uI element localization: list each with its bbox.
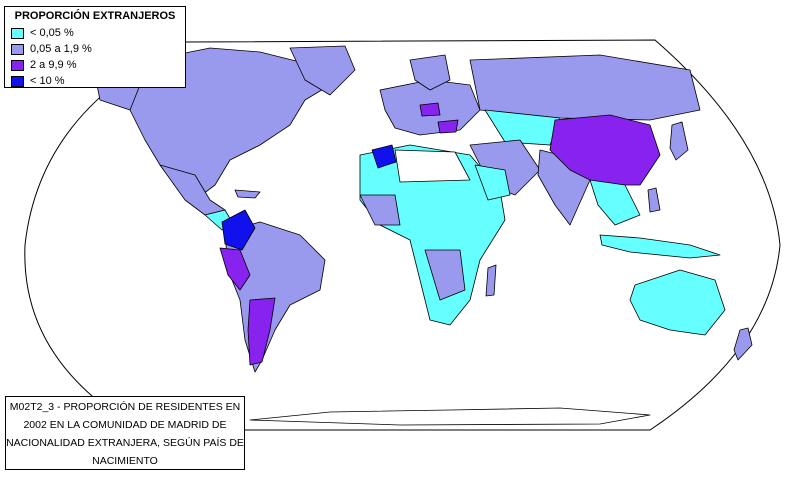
romania xyxy=(437,119,459,134)
africa xyxy=(359,144,506,326)
legend-item: 0,05 a 1,9 % xyxy=(11,41,179,57)
legend-item: 2 a 9,9 % xyxy=(11,57,179,73)
caption-line: NACIONALIDAD EXTRANJERA, SEGÚN PAÍS DE xyxy=(6,437,244,449)
argentina xyxy=(247,297,276,366)
southeast-asia xyxy=(589,179,641,226)
australia xyxy=(629,269,726,336)
legend-label: < 0,05 % xyxy=(30,27,74,39)
arabia xyxy=(474,164,511,201)
morocco xyxy=(371,144,397,169)
antarctica xyxy=(249,407,651,426)
china xyxy=(549,114,661,186)
legend-swatch xyxy=(11,43,24,55)
ecuador-peru xyxy=(219,247,251,291)
caption-line: NACIMIENTO xyxy=(92,455,158,467)
philippines xyxy=(647,187,661,213)
legend: PROPORCIÓN EXTRANJEROS < 0,05 % 0,05 a 1… xyxy=(4,6,186,88)
legend-label: 0,05 a 1,9 % xyxy=(30,43,92,55)
legend-swatch xyxy=(11,75,24,87)
north-africa xyxy=(394,149,471,183)
legend-item: < 10 % xyxy=(11,73,179,89)
poland xyxy=(419,102,441,117)
legend-label: 2 a 9,9 % xyxy=(30,59,77,71)
new-zealand xyxy=(733,327,753,361)
southern-africa xyxy=(424,249,466,301)
map-caption: M02T2_3 - PROPORCIÓN DE RESIDENTES EN 20… xyxy=(5,396,245,470)
legend-title: PROPORCIÓN EXTRANJEROS xyxy=(14,10,176,22)
greenland xyxy=(289,45,356,96)
caribbean xyxy=(234,189,261,199)
caption-line: M02T2_3 - PROPORCIÓN DE RESIDENTES EN xyxy=(9,401,241,413)
legend-swatch xyxy=(11,27,24,39)
legend-item: < 0,05 % xyxy=(11,25,179,41)
legend-swatch xyxy=(11,59,24,71)
japan xyxy=(669,121,689,161)
indonesia xyxy=(599,234,721,259)
central-asia xyxy=(484,109,561,146)
west-africa xyxy=(359,194,401,226)
colombia xyxy=(221,209,256,251)
legend-label: < 10 % xyxy=(30,75,65,87)
caption-line: 2002 EN LA COMUNIDAD DE MADRID DE xyxy=(23,419,227,431)
scandinavia xyxy=(409,54,451,91)
madagascar xyxy=(485,264,497,297)
